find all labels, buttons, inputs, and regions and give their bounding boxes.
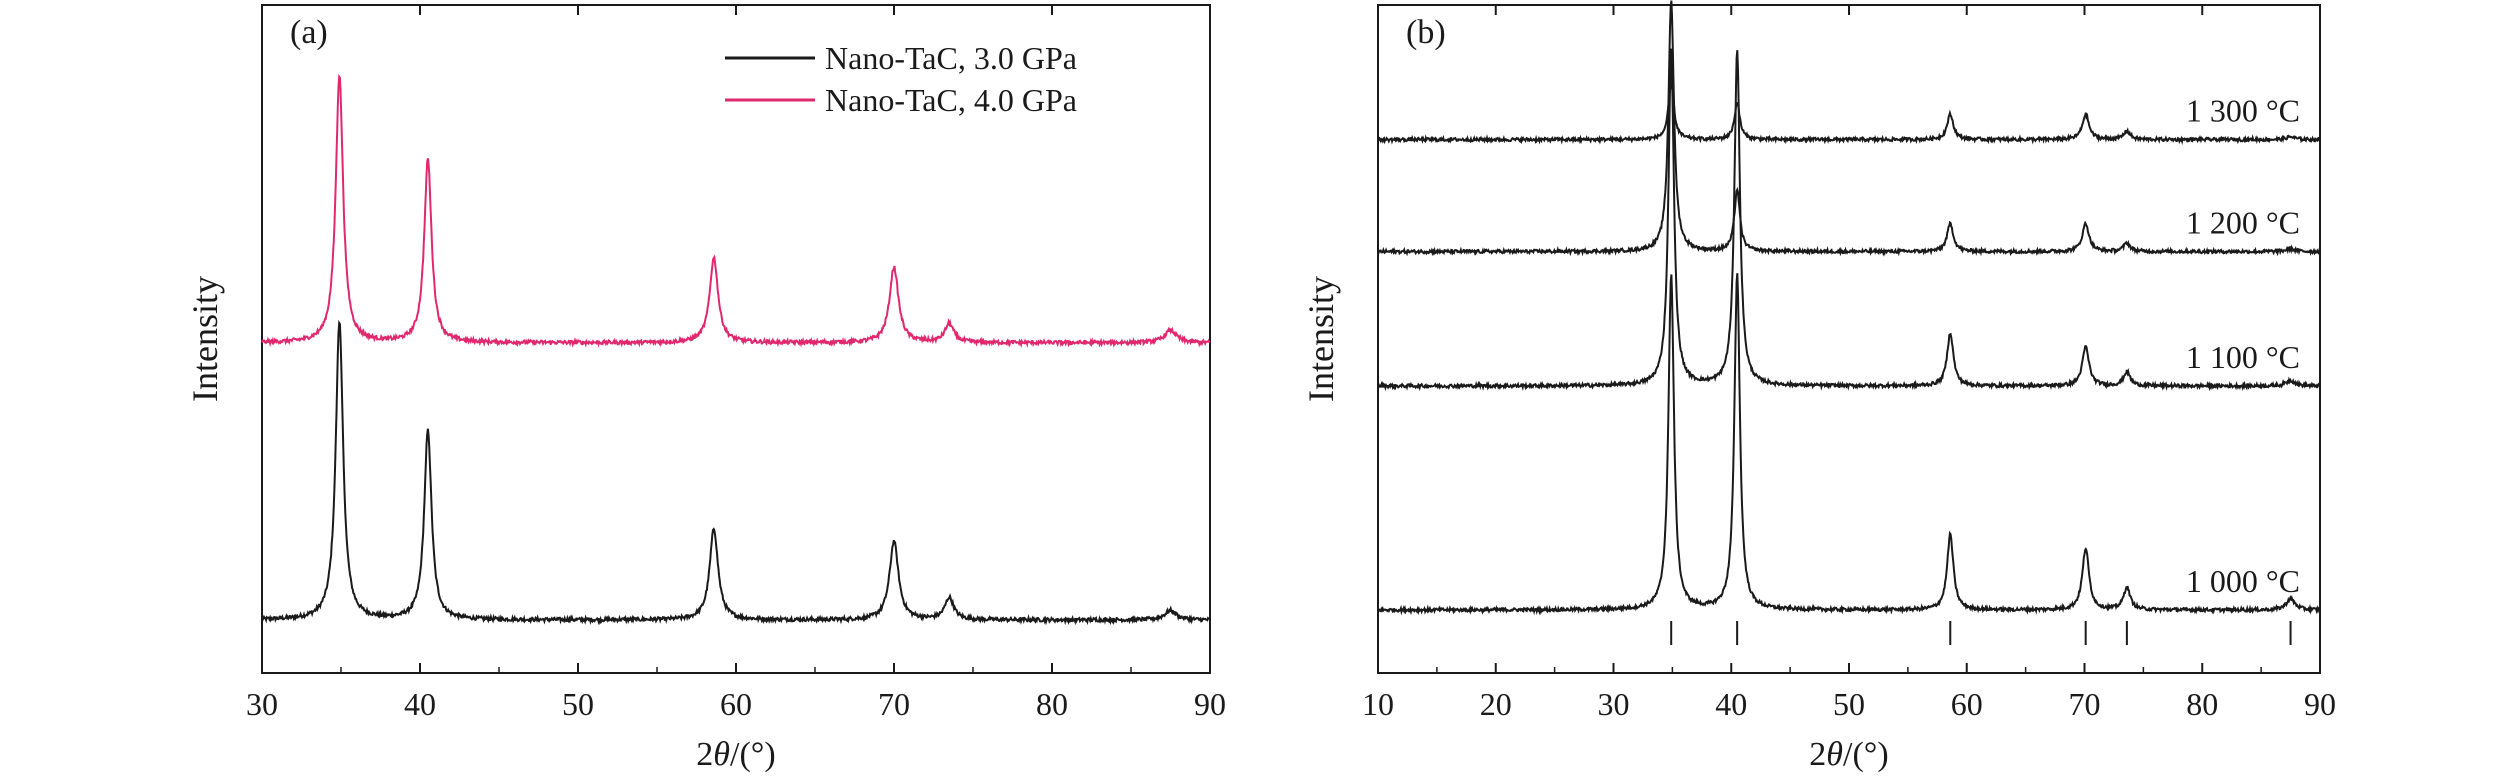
x-tick-label: 60: [1951, 686, 1983, 722]
panel-label: (b): [1406, 14, 1446, 51]
chart-panel-b: 10 20 30 40 50 60 70 80 90 2θ/(°) Intensity (b) 1 00…: [1301, 0, 2336, 773]
series-line-1: [1377, 273, 2321, 616]
legend-entry: Nano-TaC, 3.0 GPa: [825, 40, 1077, 76]
series-line-2: [1377, 48, 2321, 392]
series-label: 1 200 °C: [2186, 205, 2300, 241]
x-axis-label-prefix: 2: [1809, 736, 1826, 773]
y-axis-label: Intensity: [185, 276, 225, 402]
x-axis-label: 2θ/(°): [696, 736, 775, 773]
series-label: 1 300 °C: [2186, 93, 2300, 129]
y-axis-label: Intensity: [1301, 276, 1341, 402]
x-tick-label: 10: [1362, 686, 1394, 722]
x-tick-label: 50: [1833, 686, 1865, 722]
x-axis-label-suffix: /(°): [730, 736, 776, 773]
series-label: 1 000 °C: [2186, 563, 2300, 599]
series-line-1: [261, 319, 1210, 626]
x-tick-label: 80: [1036, 686, 1068, 722]
series-line-4: [1377, 81, 2321, 146]
x-tick-label: 40: [1715, 686, 1747, 722]
x-axis-label-theta: θ: [713, 736, 730, 773]
series-label: 1 100 °C: [2186, 339, 2300, 375]
legend-entry: Nano-TaC, 4.0 GPa: [825, 82, 1077, 118]
x-tick-label: 40: [404, 686, 436, 722]
panel-label: (a): [290, 14, 328, 51]
x-axis-label-theta: θ: [1826, 736, 1843, 773]
plot-frame: [1377, 4, 2321, 674]
x-tick-label: 80: [2186, 686, 2218, 722]
x-tick-label: 30: [1598, 686, 1630, 722]
x-tick-label: 90: [1194, 686, 1226, 722]
x-tick-label: 60: [720, 686, 752, 722]
series-line-2: [261, 73, 1211, 349]
x-axis-label-prefix: 2: [696, 736, 713, 773]
chart-panel-a: 30 40 50 60 70 80 90 2θ/(°) Intensity (a) Nano-TaC…: [185, 4, 1226, 773]
x-tick-label: 30: [246, 686, 278, 722]
x-tick-label: 70: [878, 686, 910, 722]
x-tick-label: 50: [562, 686, 594, 722]
x-tick-label: 20: [1480, 686, 1512, 722]
series-line-3: [1377, 0, 2321, 257]
x-axis-label-suffix: /(°): [1843, 736, 1889, 773]
x-tick-label: 70: [2069, 686, 2101, 722]
x-tick-label: 90: [2304, 686, 2336, 722]
x-axis-label: 2θ/(°): [1809, 736, 1888, 773]
